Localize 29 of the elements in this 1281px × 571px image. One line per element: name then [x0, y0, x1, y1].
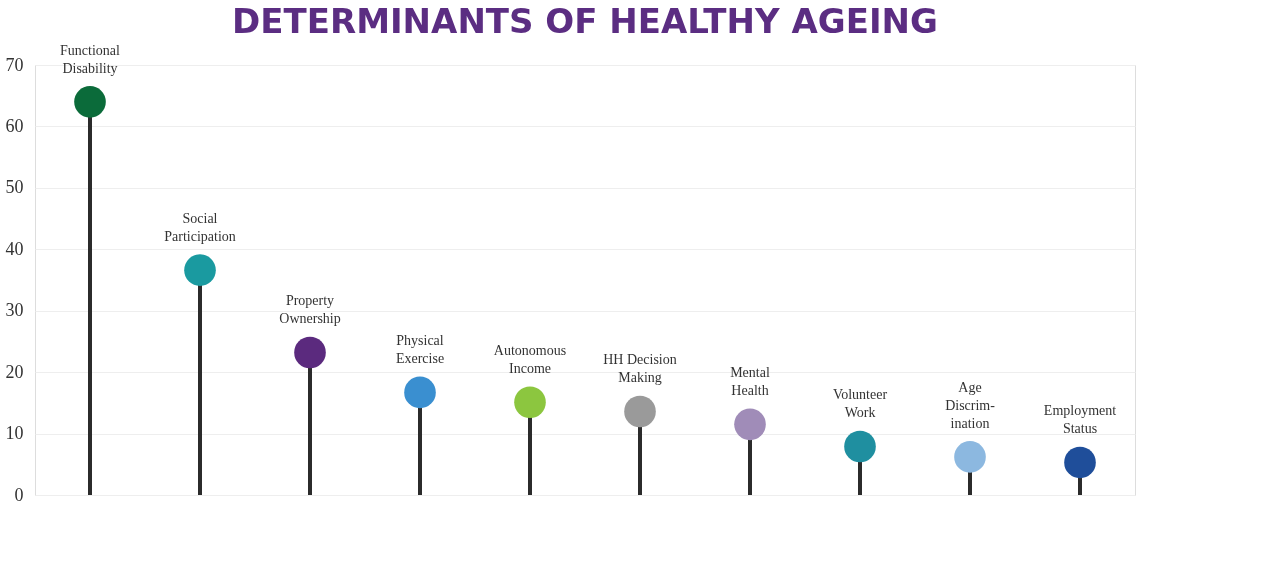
- point: [404, 376, 436, 409]
- x-tick-label: Employment Status: [1043, 403, 1117, 437]
- point: [624, 395, 656, 428]
- point: [1064, 446, 1096, 479]
- x-tick-label: Social Participation: [164, 211, 236, 245]
- x-tick-label: Functional Disability: [60, 42, 121, 76]
- y-tick-label: 70: [5, 54, 24, 75]
- x-tick-label: Autonomous Income: [493, 343, 567, 377]
- point: [734, 408, 766, 441]
- x-tick-label: HH Decision Making: [603, 352, 677, 386]
- x-tick-label: Age Discrim- ination: [945, 379, 996, 431]
- y-tick-label: 30: [5, 300, 24, 321]
- y-tick-label: 0: [14, 484, 24, 505]
- point: [294, 336, 326, 369]
- point: [514, 386, 546, 419]
- point: [184, 254, 216, 286]
- chart-title: DETERMINANTS OF HEALTHY AGEING: [232, 0, 938, 41]
- x-tick-label: Property Ownership: [279, 293, 341, 327]
- point: [844, 430, 876, 463]
- x-tick-label: Mental Health: [730, 365, 770, 399]
- x-tick-label: Volunteer Work: [832, 387, 888, 421]
- y-tick-label: 50: [5, 177, 24, 198]
- y-tick-label: 40: [5, 238, 24, 259]
- point: [954, 441, 986, 473]
- y-tick-label: 10: [5, 423, 24, 444]
- y-tick-label: 20: [5, 361, 24, 382]
- point: [74, 86, 106, 118]
- y-tick-label: 60: [5, 115, 24, 136]
- x-tick-label: Physical Exercise: [395, 333, 445, 367]
